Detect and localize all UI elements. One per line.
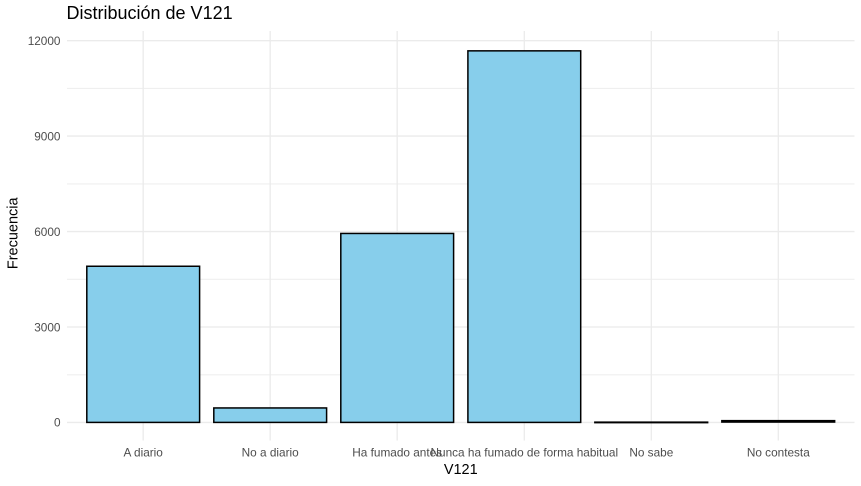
svg-text:9000: 9000 [34, 129, 61, 143]
svg-text:Distribución de V121: Distribución de V121 [67, 3, 233, 23]
svg-text:Nunca ha fumado de forma habit: Nunca ha fumado de forma habitual [431, 445, 619, 459]
svg-text:A diario: A diario [124, 445, 164, 459]
svg-text:V121: V121 [444, 462, 478, 478]
svg-text:12000: 12000 [28, 34, 61, 48]
svg-text:3000: 3000 [34, 320, 61, 334]
svg-text:No a diario: No a diario [242, 445, 299, 459]
svg-text:Frecuencia: Frecuencia [5, 197, 21, 270]
svg-text:No contesta: No contesta [747, 445, 810, 459]
svg-text:6000: 6000 [34, 225, 61, 239]
svg-text:No sabe: No sabe [629, 445, 673, 459]
svg-text:Ha fumado antes: Ha fumado antes [352, 445, 442, 459]
svg-text:0: 0 [54, 416, 61, 430]
